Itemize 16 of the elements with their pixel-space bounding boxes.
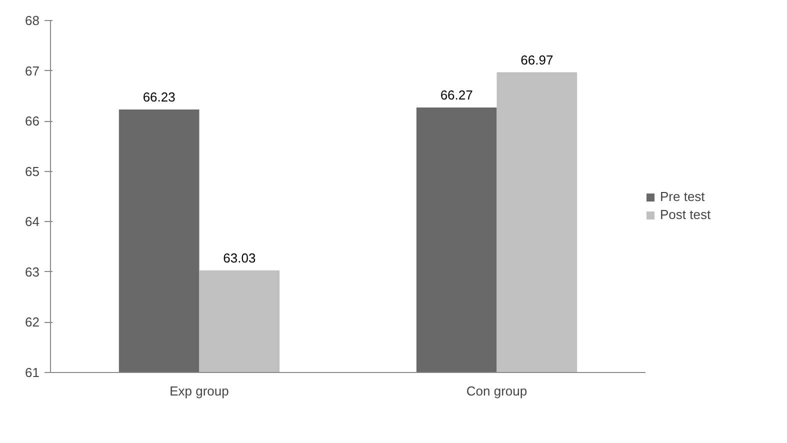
- data-label: 66.97: [520, 52, 554, 68]
- data-label: 66.27: [440, 87, 473, 102]
- y-tick-label: 66: [25, 114, 40, 129]
- data-label: 63.03: [223, 250, 256, 266]
- y-tick-label: 64: [25, 214, 40, 230]
- y-tick-label: 63: [25, 264, 40, 280]
- y-tick-label: 65: [25, 164, 40, 179]
- y-tick-label: 67: [25, 63, 40, 78]
- x-tick-label: Exp group: [170, 384, 229, 398]
- data-label: 66.23: [142, 90, 176, 105]
- legend-label: Pre test: [660, 189, 705, 204]
- legend-label: Post test: [660, 207, 711, 222]
- y-tick-label: 62: [25, 314, 40, 330]
- x-tick-label: Con group: [466, 384, 528, 398]
- y-tick-label: 68: [25, 13, 40, 28]
- y-tick-label: 61: [25, 365, 40, 380]
